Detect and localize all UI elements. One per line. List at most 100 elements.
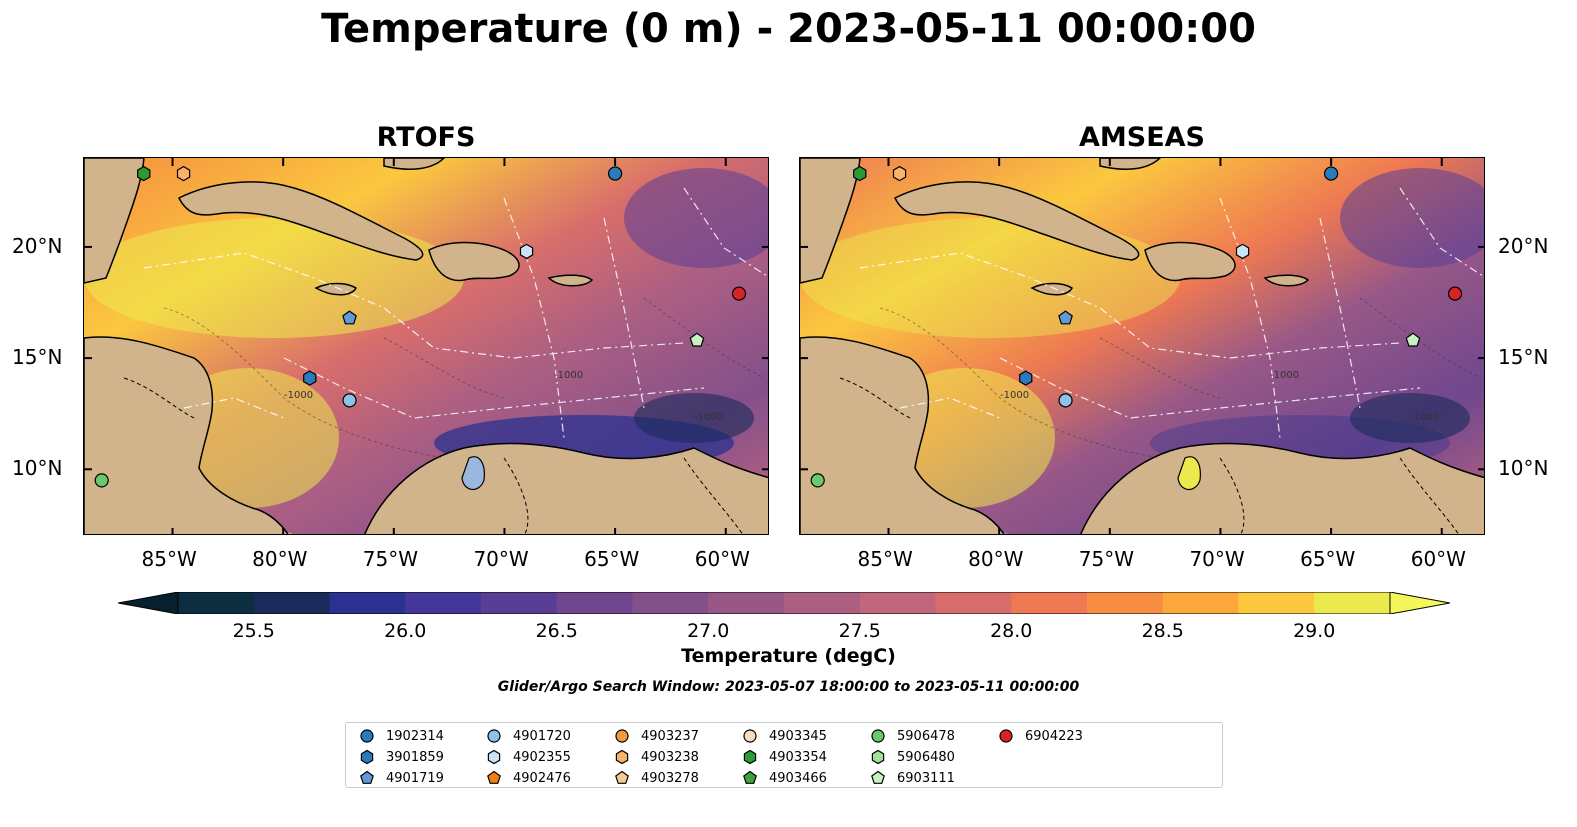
legend-label: 4903354 — [769, 749, 827, 765]
land-mass — [177, 181, 424, 261]
legend-label: 4902355 — [513, 749, 571, 765]
legend-item-3901859: 3901859 — [358, 747, 444, 767]
legend-item-6904223: 6904223 — [997, 726, 1083, 746]
colorbar-bin — [859, 592, 936, 614]
colorbar-bin — [1314, 592, 1391, 614]
lon-tick-label-panel1: 80°W — [968, 547, 1024, 571]
land-mass — [84, 336, 289, 534]
legend-marker-hexagon-icon — [487, 749, 501, 765]
float-marker-4903238 — [176, 165, 191, 182]
lat-tick-label-right: 15°N — [1498, 345, 1549, 370]
legend-item-4903237: 4903237 — [613, 726, 699, 746]
float-marker-4901719 — [342, 310, 357, 325]
legend-label: 4903237 — [641, 728, 699, 744]
lon-tick-label-panel0: 65°W — [584, 547, 640, 571]
contour-label: -1000 — [1000, 390, 1029, 401]
legend-label: 4903466 — [769, 770, 827, 786]
colorbar-tick-label: 27.0 — [687, 620, 730, 642]
legend-item-4903466: 4903466 — [741, 768, 827, 788]
legend-label: 4903278 — [641, 770, 699, 786]
colorbar-bin — [405, 592, 482, 614]
float-marker-3901859 — [1019, 370, 1033, 386]
legend-item-4901719: 4901719 — [358, 768, 444, 788]
legend-marker-pentagon-icon — [743, 770, 757, 784]
legend-item-4903345: 4903345 — [741, 726, 827, 746]
float-marker-4901719 — [1058, 310, 1073, 325]
float-marker-6903111 — [1405, 332, 1421, 347]
map-rtofs: -1000 -1000 -1000 — [83, 157, 769, 535]
lon-tick-label-panel0: 70°W — [473, 547, 529, 571]
colorbar-bin — [784, 592, 861, 614]
panel-title-rtofs: RTOFS — [376, 122, 476, 153]
legend-label: 4903345 — [769, 728, 827, 744]
legend-item-4903354: 4903354 — [741, 747, 827, 767]
legend-item-5906480: 5906480 — [869, 747, 955, 767]
land-mass — [428, 241, 520, 282]
legend-label: 6903111 — [897, 770, 955, 786]
search-window-text: Glider/Argo Search Window: 2023-05-07 18… — [497, 679, 1080, 695]
float-marker-1902314 — [1323, 166, 1339, 181]
colorbar-bin — [935, 592, 1012, 614]
land-mass — [1263, 274, 1310, 287]
colorbar-bin — [632, 592, 709, 614]
lon-tick-label-panel1: 65°W — [1300, 547, 1356, 571]
colorbar-tick-label: 29.0 — [1293, 620, 1336, 642]
lon-tick-label-panel0: 80°W — [252, 547, 308, 571]
contour-label: -1000 — [284, 390, 313, 401]
legend-item-6903111: 6903111 — [869, 768, 955, 788]
float-marker-4902355 — [1235, 243, 1250, 260]
lon-tick-label-panel1: 75°W — [1078, 547, 1135, 571]
float-marker-4901720 — [1058, 393, 1073, 408]
lon-tick-label-panel0: 75°W — [362, 547, 419, 571]
lat-tick-label-left: 20°N — [12, 233, 63, 258]
contour-label: -1000 — [554, 370, 583, 381]
legend-item-4901720: 4901720 — [485, 726, 571, 746]
colorbar-bin — [1162, 592, 1239, 614]
colorbar-tick-label: 28.0 — [990, 620, 1033, 642]
colorbar-bin — [253, 592, 330, 614]
float-marker-5906478 — [810, 473, 825, 488]
legend-label: 4901720 — [513, 728, 571, 744]
legend-marker-circle-icon — [360, 729, 374, 743]
colorbar-bin — [329, 592, 406, 614]
map-amseas: -1000 -1000 -1000 — [799, 157, 1485, 535]
legend-label: 6904223 — [1025, 728, 1083, 744]
contour-label: -1000 — [694, 412, 723, 423]
colorbar-extend-high — [1389, 591, 1451, 615]
legend-label: 5906480 — [897, 749, 955, 765]
colorbar-bin — [1238, 592, 1315, 614]
float-marker-6903111 — [689, 332, 705, 347]
colorbar-bin — [708, 592, 785, 614]
land-mass — [547, 274, 594, 287]
legend-marker-hexagon-icon — [360, 749, 374, 765]
legend-marker-pentagon-icon — [615, 770, 629, 784]
legend-marker-pentagon-icon — [360, 770, 374, 784]
float-marker-4901720 — [342, 393, 357, 408]
float-marker-4903238 — [892, 165, 907, 182]
contour-label: -1000 — [1410, 412, 1439, 423]
float-marker-5906478 — [94, 473, 109, 488]
colorbar-bin — [556, 592, 633, 614]
legend-item-1902314: 1902314 — [358, 726, 444, 746]
lon-tick-label-panel1: 70°W — [1189, 547, 1245, 571]
colorbar-bin — [1087, 592, 1164, 614]
legend-label: 3901859 — [386, 749, 444, 765]
colorbar-tick-label: 27.5 — [838, 620, 881, 642]
legend-item-4903238: 4903238 — [613, 747, 699, 767]
land-mass — [1144, 241, 1236, 282]
legend-marker-circle-icon — [999, 729, 1013, 743]
colorbar-tick-label: 26.0 — [384, 620, 427, 642]
float-marker-6904223 — [731, 286, 747, 301]
lat-tick-label-right: 10°N — [1498, 456, 1549, 481]
colorbar — [117, 591, 1451, 615]
lon-tick-label-panel1: 60°W — [1410, 547, 1466, 571]
float-marker-1902314 — [607, 166, 623, 181]
legend-item-4902476: 4902476 — [485, 768, 571, 788]
legend-label: 4902476 — [513, 770, 571, 786]
colorbar-label: Temperature (degC) — [681, 645, 896, 667]
legend-marker-pentagon-icon — [871, 770, 885, 784]
lat-tick-label-left: 15°N — [12, 345, 63, 370]
colorbar-tick-label: 25.5 — [232, 620, 275, 642]
lon-tick-label-panel0: 60°W — [694, 547, 750, 571]
legend: 1902314 3901859 4901719 4901720 4902355 49024… — [345, 722, 1223, 788]
